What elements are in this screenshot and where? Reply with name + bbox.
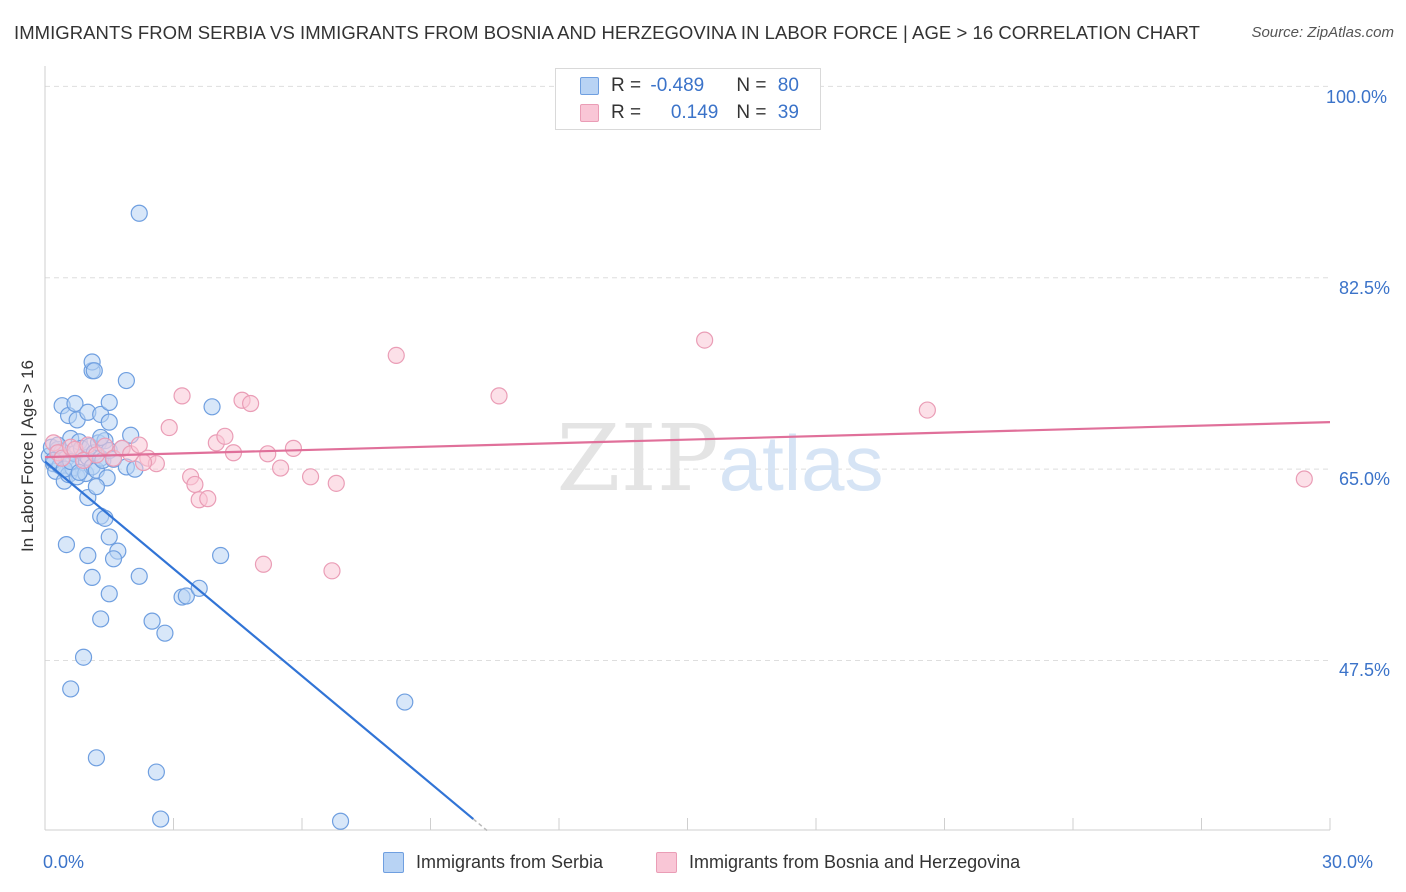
data-point: [100, 393, 118, 412]
trendline-1: [44, 421, 1331, 459]
data-point: [696, 331, 714, 349]
legend-n-value: 39: [777, 102, 799, 123]
data-point: [173, 387, 191, 405]
watermark: ZIPatlas: [557, 405, 884, 512]
data-point: [87, 749, 106, 767]
stats-legend: R = -0.489 N = 80 R = 0.149 N = 39: [555, 68, 821, 130]
x-tick-label-min: 0.0%: [43, 852, 85, 872]
data-point: [104, 550, 123, 568]
data-point: [387, 346, 405, 365]
y-tick-label-100: 100.0%: [1326, 87, 1388, 107]
legend-series-label: Immigrants from Bosnia and Herzegovina: [689, 852, 1021, 872]
data-point: [62, 680, 80, 698]
data-point: [74, 648, 93, 666]
data-point: [212, 546, 230, 565]
data-point: [1295, 470, 1313, 488]
chart-source: Source: ZipAtlas.com: [1251, 24, 1394, 41]
data-point: [96, 437, 114, 455]
data-point: [327, 474, 345, 492]
data-point: [216, 427, 234, 445]
data-point: [57, 535, 76, 554]
legend-n-label: N =: [736, 102, 772, 123]
legend-r-value: 0.149: [670, 102, 719, 123]
data-point: [87, 478, 106, 496]
data-point: [130, 567, 148, 585]
data-point: [130, 436, 148, 454]
data-point: [100, 413, 118, 431]
legend-r-label: R =: [611, 75, 647, 96]
y-tick-label-47-5: 47.5%: [1339, 660, 1391, 680]
bottom-legend-serbia: Immigrants from Serbia: [383, 852, 603, 873]
data-point: [271, 459, 290, 477]
legend-n-label: N =: [736, 75, 772, 96]
legend-r-value: -0.489: [650, 75, 705, 96]
chart-title: IMMIGRANTS FROM SERBIA VS IMMIGRANTS FRO…: [14, 22, 1201, 43]
data-point: [490, 387, 508, 405]
data-point: [186, 475, 204, 494]
data-point: [918, 401, 936, 419]
trendlines: [44, 421, 1331, 833]
data-point: [199, 490, 217, 508]
data-point: [160, 418, 178, 437]
legend-r-label: R =: [611, 102, 647, 123]
legend-n-value: 80: [777, 75, 799, 96]
data-point: [79, 546, 97, 565]
trendline-0: [44, 460, 475, 820]
x-tick-label-max: 30.0%: [1322, 852, 1374, 872]
legend-row-bosnia: R = 0.149 N = 39: [580, 102, 799, 124]
legend-swatch-pink: [656, 852, 677, 873]
series-bosnia: [44, 331, 1313, 580]
data-point: [301, 468, 320, 486]
series-serbia: [40, 204, 414, 830]
data-point: [66, 394, 84, 413]
data-point: [143, 612, 161, 630]
data-point: [85, 362, 103, 380]
data-point: [130, 204, 148, 222]
legend-swatch-blue: [383, 852, 404, 873]
y-tick-label-65: 65.0%: [1339, 469, 1391, 489]
data-point: [203, 398, 221, 416]
data-point: [83, 568, 101, 586]
y-axis-label: In Labor Force | Age > 16: [18, 359, 37, 553]
data-point: [254, 555, 273, 573]
data-point: [134, 453, 153, 472]
data-point: [156, 624, 174, 642]
data-point: [100, 528, 118, 546]
data-point: [396, 693, 414, 711]
y-tick-label-82-5: 82.5%: [1339, 278, 1391, 298]
data-point: [100, 585, 118, 603]
data-point: [152, 810, 170, 828]
data-point: [259, 445, 277, 463]
data-point: [323, 562, 341, 580]
gridlines: [45, 85, 1330, 662]
data-point: [284, 439, 303, 457]
legend-series-label: Immigrants from Serbia: [416, 852, 604, 872]
data-point: [92, 610, 110, 628]
data-point: [242, 394, 260, 413]
data-point: [177, 587, 195, 605]
data-point: [331, 812, 350, 830]
legend-swatch-blue: [580, 77, 599, 95]
trendline-extension: [472, 818, 489, 833]
bottom-legend-bosnia: Immigrants from Bosnia and Herzegovina: [656, 852, 1020, 873]
legend-row-serbia: R = -0.489 N = 80: [580, 75, 799, 97]
data-point: [117, 371, 135, 390]
legend-swatch-pink: [580, 104, 599, 122]
data-point: [147, 763, 165, 781]
